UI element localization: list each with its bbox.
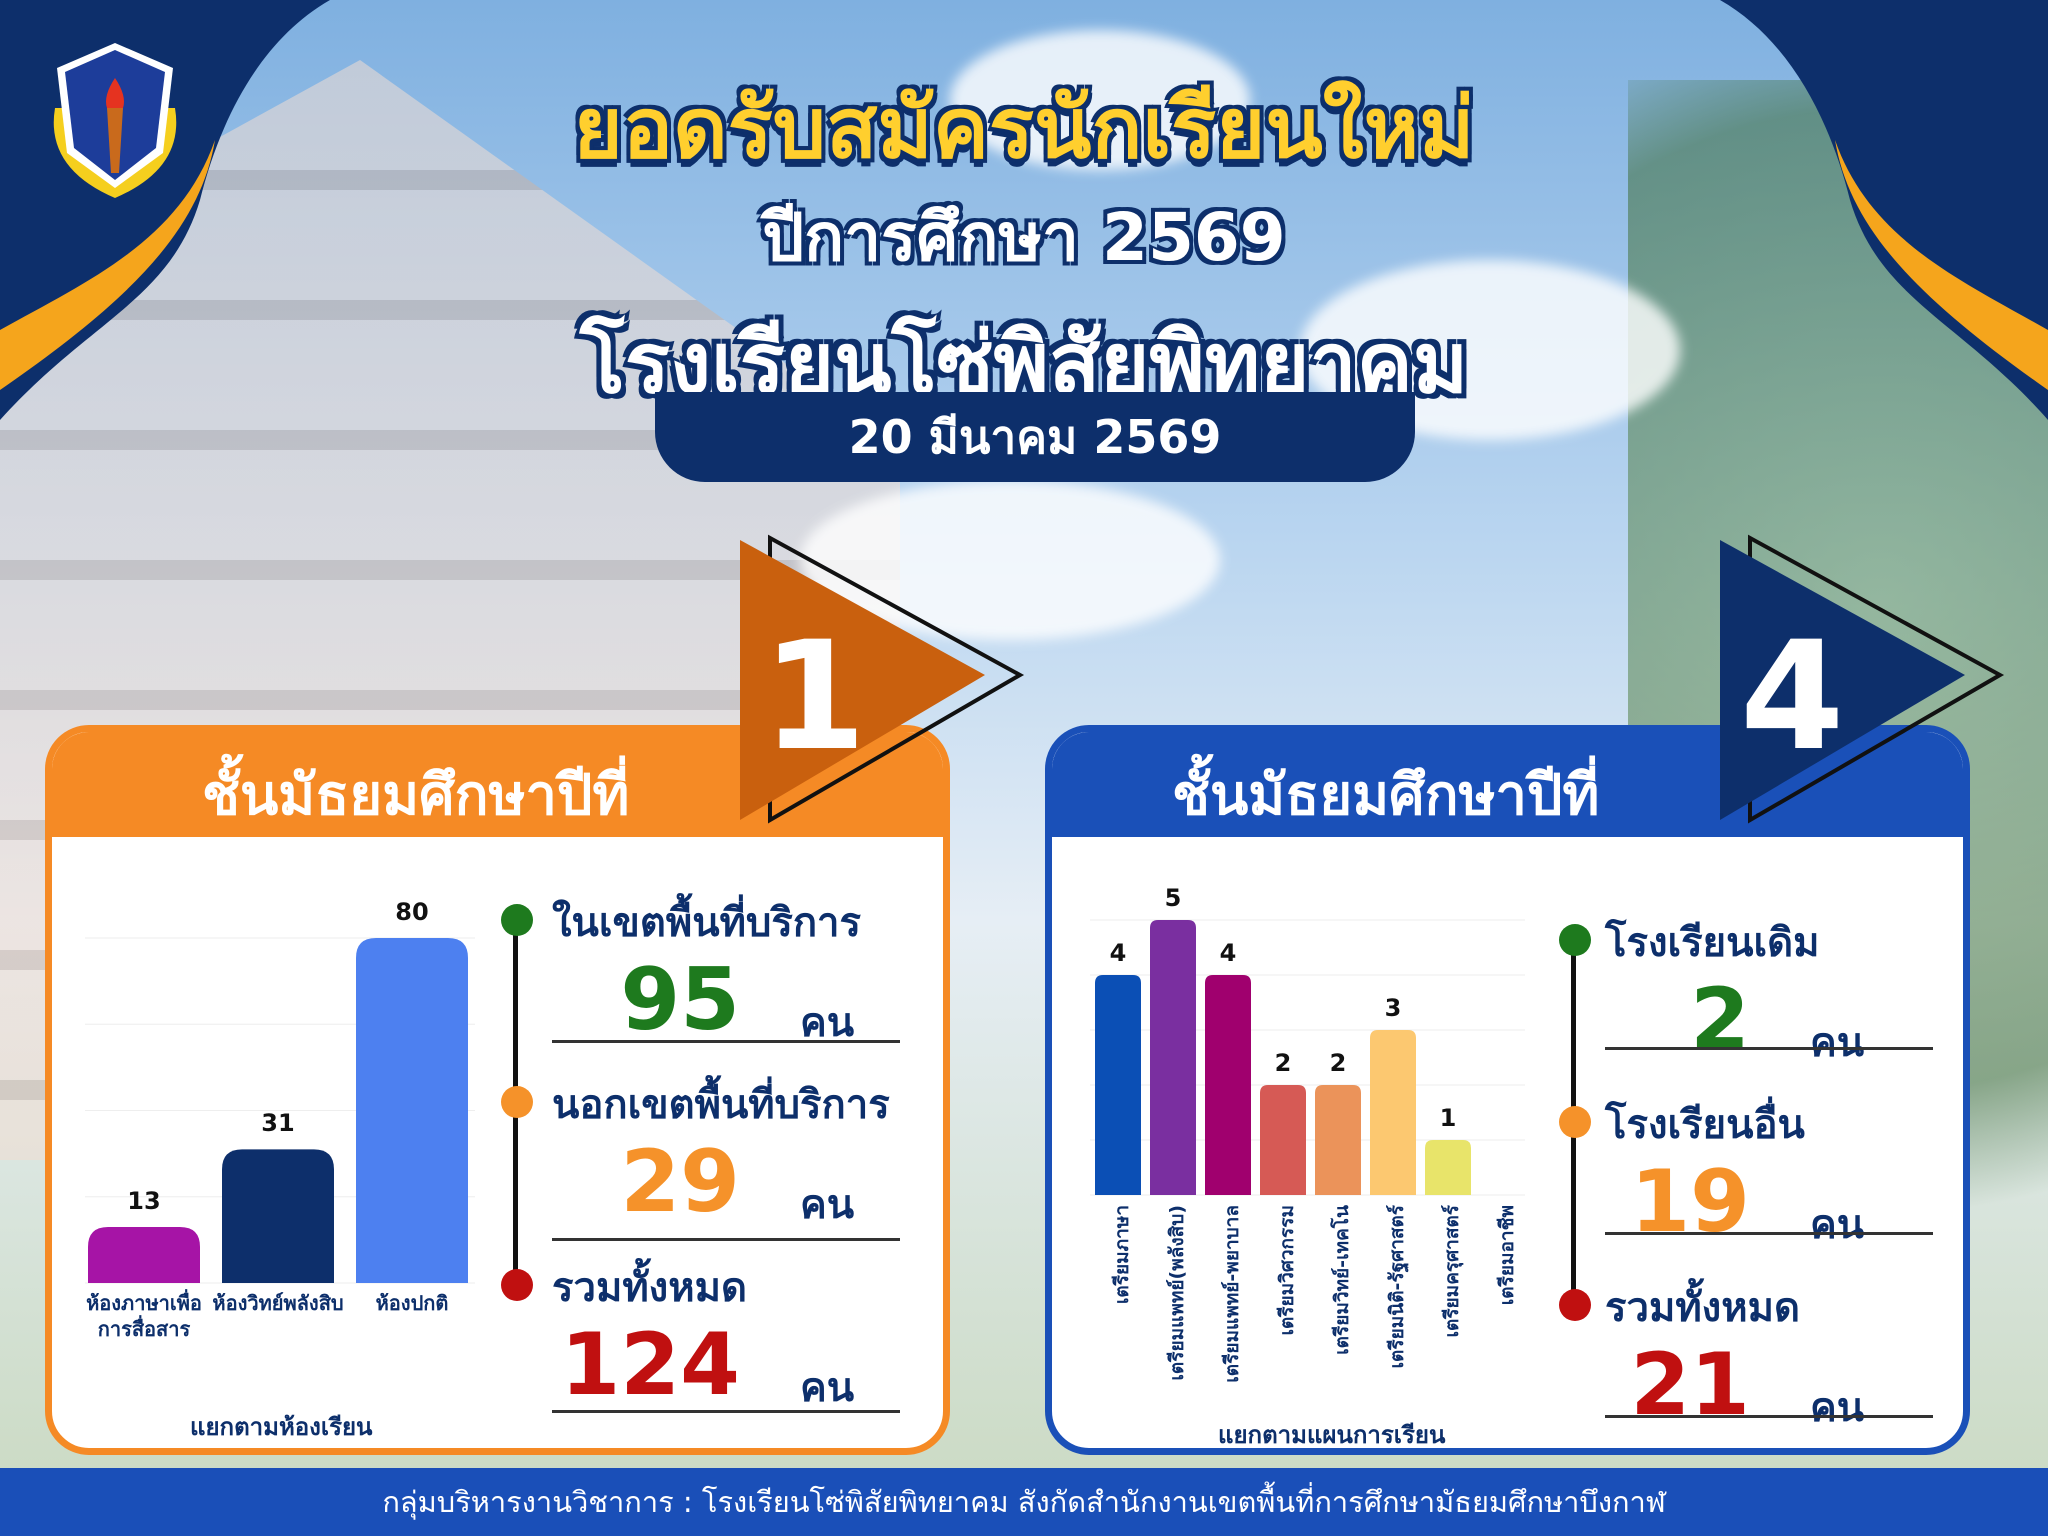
bar-value: 31	[261, 1109, 295, 1138]
stat-value: 124	[560, 1315, 740, 1415]
stat-unit: คน	[800, 1182, 855, 1228]
bar	[1260, 1085, 1306, 1195]
bar-value: 4	[1219, 939, 1237, 967]
bar	[88, 1226, 200, 1283]
stat-value: 95	[620, 950, 740, 1050]
x-tick-label: เตรียมภาษา	[1111, 1205, 1133, 1305]
academic-year: ปีการศึกษา 2569	[762, 199, 1286, 276]
divider	[1605, 1232, 1933, 1235]
x-tick-label: เตรียมครุศาสตร์	[1441, 1205, 1463, 1338]
cloud	[950, 30, 1250, 170]
footer: กลุ่มบริหารงานวิชาการ : โรงเรียนโซ่พิสัย…	[0, 1468, 2048, 1536]
bar-value: 1	[1439, 1104, 1457, 1132]
status-dot	[501, 904, 533, 936]
bar-value: 2	[1274, 1049, 1292, 1077]
divider	[552, 1238, 900, 1241]
date-badge: 20 มีนาคม 2569	[655, 392, 1415, 482]
stat-unit: คน	[800, 1000, 855, 1046]
x-tick-label: เตรียมวิศวกรรม	[1276, 1205, 1298, 1336]
stat-label: รวมทั้งหมด	[552, 1265, 747, 1311]
stat-label: โรงเรียนอื่น	[1605, 1102, 1805, 1148]
divider	[552, 1040, 900, 1043]
stat-value: 2	[1690, 970, 1750, 1070]
status-dot	[1559, 1289, 1591, 1321]
x-tick-label: เตรียมแพทย์(พลังสิบ)	[1166, 1205, 1188, 1381]
stat-value: 21	[1630, 1335, 1750, 1435]
x-tick-label: เตรียมวิทย์-เทคโน	[1331, 1205, 1353, 1355]
stat-label: โรงเรียนเดิม	[1605, 920, 1820, 966]
school-logo	[53, 43, 177, 198]
bar	[222, 1149, 334, 1283]
m4-arrow	[1720, 534, 2005, 824]
divider	[1605, 1415, 1933, 1418]
bar	[1095, 975, 1141, 1195]
x-tick-label: เตรียมนิติ-รัฐศาสตร์	[1386, 1205, 1408, 1369]
bar-value: 13	[127, 1186, 161, 1215]
bar	[1150, 920, 1196, 1195]
main-title: ยอดรับสมัครนักเรียนใหม่	[573, 79, 1475, 177]
bar	[1370, 1030, 1416, 1195]
bar-value: 4	[1109, 939, 1127, 967]
x-tick-label: ห้องปกติ	[375, 1291, 449, 1315]
m1-chart	[85, 937, 475, 1284]
stat-unit: คน	[800, 1365, 855, 1411]
stat-unit: คน	[1810, 1020, 1865, 1066]
divider	[1605, 1047, 1933, 1050]
x-tick-label: เตรียมแพทย์-พยาบาล	[1221, 1205, 1243, 1383]
x-tick-label: เตรียมอาชีพ	[1496, 1205, 1518, 1306]
m4-grade-number: 4	[1740, 610, 1845, 784]
stat-label: นอกเขตพื้นที่บริการ	[552, 1082, 890, 1128]
divider	[552, 1410, 900, 1413]
bar	[1315, 1085, 1361, 1195]
m1-panel: ชั้นมัธยมศึกษาปีที่	[45, 725, 950, 1455]
stat-label: ในเขตพื้นที่บริการ	[552, 900, 861, 946]
bar-value: 3	[1384, 994, 1402, 1022]
status-dot	[501, 1269, 533, 1301]
bar-value: 2	[1329, 1049, 1347, 1077]
status-dot	[1559, 924, 1591, 956]
bar	[1425, 1140, 1471, 1195]
status-dot	[1559, 1106, 1591, 1138]
m1-grade-number: 1	[762, 610, 867, 784]
m1-arrow	[740, 534, 1025, 824]
m4-chart	[1090, 919, 1525, 1196]
x-tick-label: ห้องภาษาเพื่อการสื่อสาร	[86, 1291, 202, 1341]
bar	[1205, 975, 1251, 1195]
stat-unit: คน	[1810, 1202, 1865, 1248]
stat-value: 29	[620, 1132, 740, 1232]
bar	[356, 938, 468, 1283]
stat-value: 19	[1630, 1152, 1750, 1252]
stat-label: รวมทั้งหมด	[1605, 1285, 1800, 1331]
bar-value: 5	[1164, 884, 1182, 912]
x-tick-label: ห้องวิทย์พลังสิบ	[212, 1291, 344, 1315]
status-dot	[501, 1086, 533, 1118]
m4-chart-caption: แยกตามแผนการเรียน	[1218, 1421, 1446, 1449]
m1-chart-caption: แยกตามห้องเรียน	[190, 1413, 373, 1441]
stat-unit: คน	[1810, 1385, 1865, 1431]
bar-value: 80	[395, 898, 429, 926]
